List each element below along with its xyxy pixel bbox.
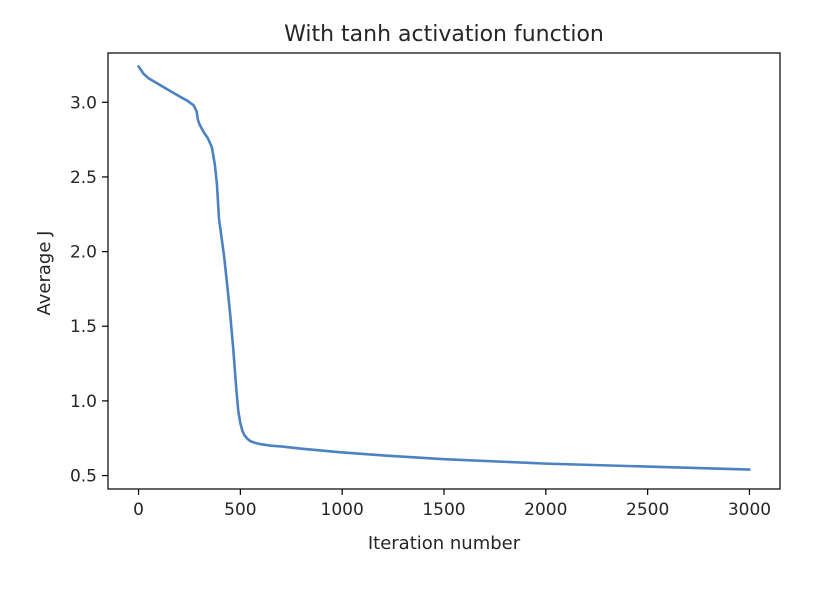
x-tick-label: 1000: [321, 500, 364, 520]
y-tick-label: 0.5: [70, 467, 97, 487]
y-tick-label: 2.5: [70, 168, 97, 188]
x-tick-label: 0: [133, 500, 144, 520]
x-tick-label: 1500: [422, 500, 465, 520]
x-tick-label: 500: [224, 500, 256, 520]
y-axis-label: Average J: [34, 231, 55, 316]
x-tick-label: 3000: [728, 500, 771, 520]
series-line-0: [137, 65, 751, 471]
chart-title: With tanh activation function: [284, 22, 604, 47]
y-tick-label: 2.0: [70, 243, 97, 263]
y-axis-ticks: 0.5 1.0 1.5 2.0 2.5 3.0: [70, 93, 108, 487]
y-tick-label: 3.0: [70, 93, 97, 113]
x-axis-label: Iteration number: [368, 533, 521, 554]
x-axis-ticks: 0 500 1000 1500 2000 2500 3000: [133, 489, 771, 520]
x-tick-label: 2000: [524, 500, 567, 520]
plot-area: [107, 52, 781, 490]
x-tick-label: 2500: [626, 500, 669, 520]
y-tick-label: 1.0: [70, 392, 97, 412]
y-tick-label: 1.5: [70, 317, 97, 337]
plot-frame: [107, 52, 781, 490]
